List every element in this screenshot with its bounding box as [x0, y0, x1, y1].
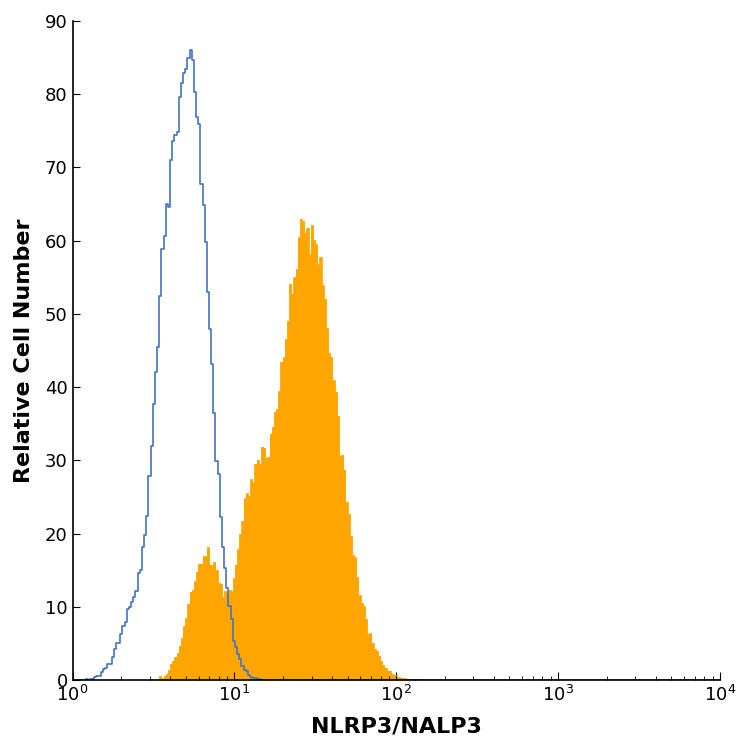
- Y-axis label: Relative Cell Number: Relative Cell Number: [14, 218, 34, 483]
- X-axis label: NLRP3/NALP3: NLRP3/NALP3: [310, 716, 482, 736]
